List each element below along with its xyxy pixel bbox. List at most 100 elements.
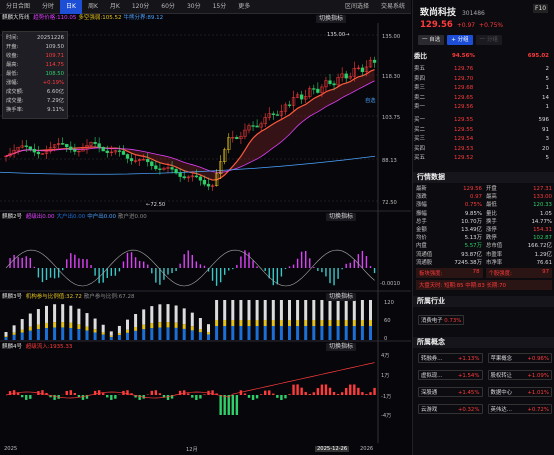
- p3-bar-white: [134, 313, 138, 327]
- period-tab-5[interactable]: 120分: [131, 2, 150, 10]
- p3-bar-blue: [93, 332, 97, 340]
- concept-tag[interactable]: 英伟达… +0.72%: [487, 404, 552, 414]
- candle-body: [190, 175, 194, 178]
- panel4-y-3: -1万: [381, 394, 392, 400]
- concept-tag[interactable]: 数据中心 +1.01%: [487, 387, 552, 397]
- candle-body: [368, 59, 373, 68]
- p4-bar: [16, 392, 20, 395]
- period-tab-3[interactable]: 周K: [87, 2, 98, 10]
- p3-bar-yellow: [207, 332, 210, 335]
- p3-bar-white: [328, 300, 332, 320]
- panel3-switch-button[interactable]: 切换指标: [326, 293, 357, 301]
- p3-bar-blue: [279, 326, 283, 340]
- p4-bar: [8, 391, 12, 395]
- p3-bar-white: [85, 313, 89, 327]
- quote-row: 流通股 7245.38万 市净率 76.61: [416, 259, 552, 266]
- p2-line: [5, 249, 375, 287]
- main-switch-indicator-button[interactable]: 切换指标: [316, 15, 347, 23]
- ungroup-button[interactable]: 一 分组: [475, 35, 502, 45]
- candle-body: [109, 151, 113, 154]
- concept-tag[interactable]: 深股通 +1.45%: [418, 387, 483, 397]
- p4-bar: [12, 390, 16, 395]
- ask-row: 卖四 129.70 5: [414, 75, 549, 82]
- p3-bar-blue: [101, 334, 105, 340]
- p3-bar-white: [77, 308, 81, 325]
- industry-tag[interactable]: 消费电子 0.73%: [418, 315, 465, 325]
- p3-bar-white: [320, 300, 324, 320]
- period-tab-8[interactable]: 15分: [212, 2, 227, 10]
- period-tab-7[interactable]: 30分: [186, 2, 201, 10]
- p4-bar: [65, 390, 68, 395]
- period-tab-1[interactable]: 分时: [42, 2, 55, 10]
- p3-bar-white: [69, 305, 73, 323]
- candle-body: [65, 144, 69, 148]
- candle-body: [259, 123, 263, 128]
- period-tab-9[interactable]: 更多: [238, 2, 251, 10]
- p3-bar-yellow: [360, 320, 364, 326]
- toolbar-right-1[interactable]: 交易系统: [380, 2, 405, 10]
- p3-bar-yellow: [12, 332, 16, 335]
- p3-bar-white: [174, 305, 178, 323]
- concept-tag[interactable]: 转融券… +1.13%: [418, 353, 483, 363]
- add-watchlist-button[interactable]: 一 自选: [418, 35, 445, 45]
- p3-bar-yellow: [126, 329, 129, 333]
- tooltip-row: 最低: 108.50: [6, 71, 64, 77]
- p4-bar: [353, 384, 356, 395]
- p4-bar: [195, 395, 198, 400]
- panel4-switch-button[interactable]: 切换指标: [326, 343, 357, 351]
- panel2-header: 麒麟2号 超级出0.00 大户出0.00 中户出0.00 散户进0.00: [2, 214, 147, 220]
- toolbar-right-0[interactable]: 区间选择: [344, 2, 369, 10]
- concept-tag[interactable]: 云游戏 +0.32%: [418, 404, 483, 414]
- p4-bar: [93, 390, 97, 395]
- concept-tag[interactable]: 虚拟现… +1.54%: [418, 370, 483, 380]
- p3-bar-yellow: [61, 322, 65, 328]
- period-toolbar: 分日合图 分时 日K 周K 月K 120分 60分 30分 15分 更多 区间选择 交易系统: [0, 0, 411, 14]
- candle-body: [129, 158, 134, 162]
- p3-bar-yellow: [279, 320, 283, 326]
- indicator-item: 大户出0.00: [56, 214, 86, 220]
- p4-bar: [211, 390, 214, 395]
- p4-bar: [231, 395, 234, 415]
- y-label-2: 118.30: [382, 74, 401, 80]
- candle-body: [295, 94, 300, 98]
- p4-bar: [320, 384, 324, 395]
- p4-bar: [77, 395, 81, 398]
- candle-body: [320, 86, 324, 93]
- tooltip-row: 涨幅: +0.19%: [6, 80, 64, 86]
- quote-grid: 最新 129.56 开盘 127.31 涨跌 0.97 最高 133.00 涨幅 0.75% 最低 1…: [416, 185, 552, 267]
- p3-bar-blue: [109, 336, 113, 340]
- p3-bar-white: [28, 313, 32, 327]
- p4-bar: [191, 395, 194, 398]
- p3-bar-yellow: [263, 320, 267, 326]
- concept-tag[interactable]: 苹果概念 +0.96%: [487, 353, 552, 363]
- period-tab-2[interactable]: 日K: [60, 0, 82, 14]
- f10-tab[interactable]: F10: [533, 4, 549, 13]
- period-tab-4[interactable]: 月K: [109, 2, 120, 10]
- p3-bar-yellow: [288, 320, 291, 326]
- p4-bar: [106, 395, 109, 398]
- candle-body: [32, 148, 37, 153]
- p4-bar: [29, 395, 32, 399]
- p3-bar-blue: [231, 326, 235, 340]
- kline-chart-area[interactable]: [0, 23, 411, 443]
- panel3-y-0: 0: [384, 336, 388, 342]
- period-tab-0[interactable]: 分日合图: [6, 2, 31, 10]
- period-tab-6[interactable]: 60分: [161, 2, 175, 10]
- p3-bar-yellow: [36, 324, 40, 330]
- p3-bar-white: [255, 300, 259, 320]
- candle-body: [182, 176, 186, 179]
- p4-bar: [215, 393, 218, 395]
- p3-bar-yellow: [93, 329, 97, 333]
- p3-bar-blue: [336, 326, 340, 340]
- tooltip-row: 开盘: 109.50: [6, 44, 64, 50]
- candle-body: [166, 167, 170, 169]
- concept-tag[interactable]: 股权转让 +1.09%: [487, 370, 552, 380]
- p3-bar-white: [142, 309, 146, 325]
- p4-bar: [324, 384, 328, 395]
- p4-bar: [21, 395, 24, 398]
- panel2-switch-button[interactable]: 切换指标: [326, 213, 357, 221]
- group-button[interactable]: + 分组: [447, 35, 473, 45]
- p4-bar: [272, 393, 275, 395]
- panel4-y-1: 4万: [381, 353, 390, 359]
- p4-bar: [138, 395, 141, 400]
